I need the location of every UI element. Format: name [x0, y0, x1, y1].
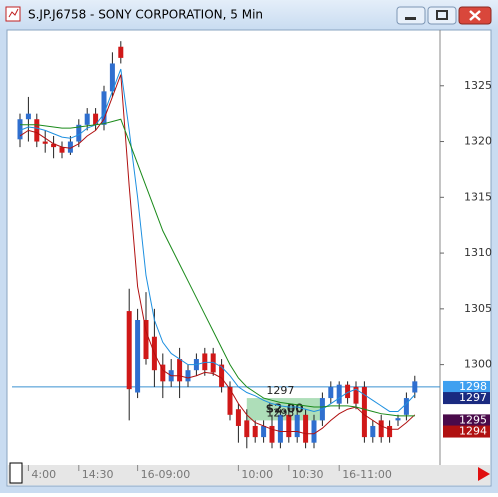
- moving-average: [20, 118, 415, 417]
- y-tick-label: 1305: [464, 302, 492, 315]
- candle-body: [345, 384, 351, 399]
- window-icon-glyph: [8, 8, 19, 18]
- x-tick-label: 14:30: [82, 468, 114, 481]
- x-tick-label: 10:30: [292, 468, 324, 481]
- candle-body: [135, 320, 141, 393]
- candle-body: [286, 414, 292, 438]
- candle-body: [235, 409, 241, 426]
- price-tag: [443, 392, 490, 405]
- scroll-arrow[interactable]: [478, 467, 490, 481]
- candle-body: [387, 425, 393, 438]
- y-tick-label: 1320: [464, 135, 492, 148]
- price-tag-label: 1297: [459, 391, 487, 404]
- candle-body: [336, 384, 342, 404]
- close-glyph: [469, 10, 481, 21]
- candle-body: [227, 386, 233, 415]
- price-annotation: 1295: [266, 406, 294, 419]
- minimize-button[interactable]: [396, 6, 426, 25]
- y-tick-label: 1315: [464, 190, 492, 203]
- candle-body: [378, 420, 384, 438]
- candle-body: [76, 124, 82, 142]
- candle-body: [185, 370, 191, 382]
- candle-body: [51, 143, 57, 148]
- y-tick-label: 1325: [464, 79, 492, 92]
- candle-body: [177, 359, 183, 382]
- moving-average: [19, 68, 416, 412]
- plot: 1300 1305 1310 1315 1320 1325 4:00 14:30 16-09:0…: [12, 41, 492, 481]
- candle-body: [412, 381, 418, 393]
- maximize-button[interactable]: [427, 6, 457, 25]
- candle-body: [17, 119, 23, 140]
- price-tag-label: 1294: [459, 425, 487, 438]
- candle-body: [42, 141, 48, 144]
- candle-body: [34, 119, 40, 142]
- x-tick-label: 4:00: [31, 468, 56, 481]
- candle-body: [294, 414, 300, 438]
- window-title: S.JP.J6758 - SONY CORPORATION, 5 Min: [28, 8, 263, 22]
- scroll-box[interactable]: [9, 462, 23, 484]
- candle-body: [59, 147, 65, 153]
- candle-body: [261, 425, 267, 438]
- time-axis-strip: [8, 465, 490, 485]
- target-label: $2.00: [266, 402, 304, 416]
- candle-body: [84, 113, 90, 125]
- candle-body: [395, 418, 401, 421]
- y-tick-label: 1300: [464, 358, 492, 371]
- candle-body: [244, 420, 250, 438]
- candle-body: [370, 425, 376, 438]
- candle-body: [361, 386, 367, 438]
- candle-body: [118, 46, 124, 58]
- candle-body: [328, 386, 334, 399]
- price-tag: [443, 425, 490, 438]
- candle-body: [353, 386, 359, 404]
- candle-body: [25, 113, 31, 120]
- candle-body: [202, 353, 208, 371]
- candle-body: [67, 141, 73, 153]
- candle-body: [93, 113, 99, 125]
- candle-body: [219, 364, 225, 387]
- y-tick-label: 1310: [464, 246, 492, 259]
- price-annotation: 1297: [266, 384, 294, 397]
- candle-body: [143, 320, 149, 360]
- minimize-glyph: [405, 17, 416, 20]
- candle-body: [101, 91, 107, 125]
- x-tick-label: 10:00: [241, 468, 273, 481]
- x-tick-label: 16-09:00: [141, 468, 191, 481]
- window-icon: [5, 6, 21, 22]
- candle-body: [252, 425, 258, 438]
- candle-body: [277, 414, 283, 443]
- moving-average: [19, 74, 416, 435]
- candle-body: [160, 364, 166, 382]
- candle-body: [269, 425, 275, 443]
- price-tag-label: 1298: [459, 380, 487, 393]
- maximize-glyph: [436, 10, 448, 20]
- price-tag: [443, 380, 490, 393]
- candle-body: [403, 398, 409, 415]
- candle-body: [311, 420, 317, 443]
- candle-body: [303, 414, 309, 443]
- candle-body: [126, 311, 132, 390]
- price-tag: [443, 414, 490, 427]
- x-tick-label: 16-11:00: [342, 468, 392, 481]
- candle-body: [109, 63, 115, 92]
- price-tag-label: 1295: [459, 413, 487, 426]
